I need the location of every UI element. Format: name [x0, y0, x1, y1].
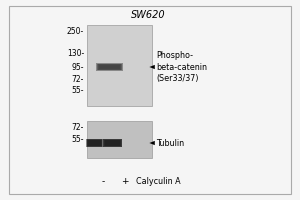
FancyBboxPatch shape	[86, 139, 103, 147]
FancyBboxPatch shape	[98, 64, 121, 70]
FancyBboxPatch shape	[104, 140, 121, 146]
Polygon shape	[149, 65, 155, 69]
FancyBboxPatch shape	[103, 139, 122, 147]
Polygon shape	[149, 141, 155, 145]
Text: +: +	[121, 178, 128, 186]
FancyBboxPatch shape	[88, 140, 101, 146]
FancyBboxPatch shape	[88, 140, 101, 146]
Text: 130-: 130-	[67, 49, 84, 58]
Text: Calyculin A: Calyculin A	[136, 178, 181, 186]
FancyBboxPatch shape	[105, 140, 120, 146]
Text: 72-: 72-	[72, 75, 84, 84]
Text: Phospho-
beta-catenin
(Ser33/37): Phospho- beta-catenin (Ser33/37)	[156, 51, 207, 83]
FancyBboxPatch shape	[100, 66, 119, 68]
Text: 95-: 95-	[71, 62, 84, 72]
FancyBboxPatch shape	[105, 140, 121, 146]
Text: 72-: 72-	[72, 122, 84, 132]
Text: 55-: 55-	[71, 86, 84, 95]
FancyBboxPatch shape	[103, 139, 122, 147]
FancyBboxPatch shape	[89, 141, 100, 145]
FancyBboxPatch shape	[96, 63, 123, 71]
Text: 250-: 250-	[67, 26, 84, 36]
Text: 55-: 55-	[71, 136, 84, 144]
FancyBboxPatch shape	[87, 25, 152, 106]
FancyBboxPatch shape	[87, 139, 102, 147]
Text: SW620: SW620	[131, 10, 166, 20]
FancyBboxPatch shape	[87, 121, 152, 158]
Text: -: -	[102, 178, 105, 186]
Text: Tubulin: Tubulin	[156, 138, 184, 148]
FancyBboxPatch shape	[97, 64, 122, 70]
FancyBboxPatch shape	[99, 65, 120, 69]
